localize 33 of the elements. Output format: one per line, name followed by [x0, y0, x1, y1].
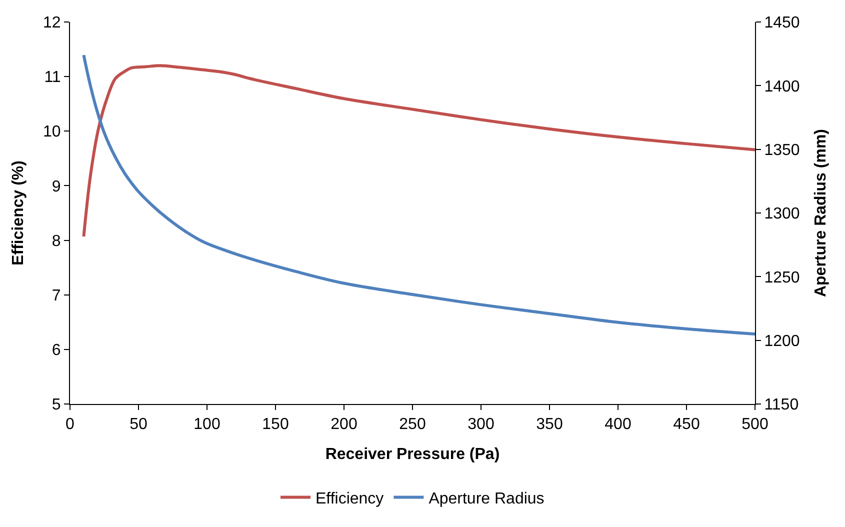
y-tick-label: 10	[43, 124, 61, 141]
line-series	[82, 64, 755, 238]
x-tick-label: 300	[468, 416, 494, 434]
y-tick-label: 6	[52, 342, 61, 360]
y2-tick-label: 1200	[764, 332, 800, 350]
legend-label: Aperture Radius	[428, 490, 544, 508]
y-tick-label: 11	[44, 69, 61, 86]
x-tick-label: 400	[604, 416, 632, 434]
y2-tick-label: 1350	[764, 142, 800, 159]
x-tick-label: 100	[194, 416, 220, 434]
x-tick-label: 500	[742, 416, 768, 434]
x-tick-label: 250	[399, 416, 426, 434]
y-tick-label: 12	[43, 14, 61, 32]
y-tick-label: 5	[52, 396, 61, 414]
y-tick-label: 7	[52, 287, 61, 304]
legend-label: Efficiency	[316, 490, 384, 508]
x-tick-label: 50	[130, 416, 148, 434]
y2-tick-label: 1300	[764, 206, 800, 223]
y-tick-label: 9	[52, 178, 61, 196]
y2-axis-title: Aperture Radius (mm)	[812, 128, 830, 298]
x-tick-label: 200	[330, 416, 358, 434]
y2-tick-label: 1450	[764, 14, 800, 32]
x-tick-label: 350	[536, 416, 563, 434]
x-axis-title: Receiver Pressure (Pa)	[325, 446, 500, 463]
line-series	[82, 54, 755, 336]
y2-tick-label: 1400	[764, 78, 800, 96]
y-axis-title: Efficiency (%)	[10, 160, 27, 266]
y2-tick-label: 1150	[764, 396, 799, 414]
x-tick-label: 0	[66, 416, 75, 434]
y2-tick-label: 1250	[764, 269, 800, 286]
x-tick-label: 450	[673, 416, 700, 434]
x-tick-label: 150	[262, 416, 289, 434]
y-tick-label: 8	[52, 232, 61, 250]
